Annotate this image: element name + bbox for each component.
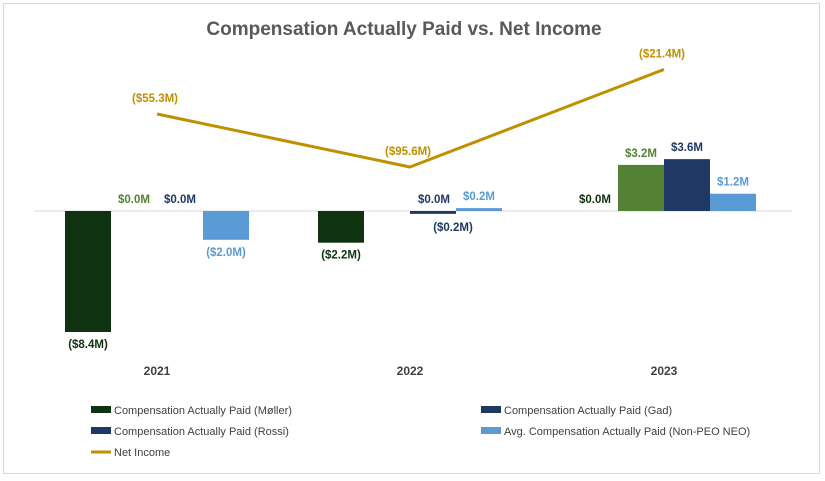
net-income-label-2021: ($55.3M) — [132, 93, 178, 105]
data-label-2021-series-2: $0.0M — [164, 194, 196, 206]
bar-2022-series-2 — [410, 211, 456, 214]
bar-2021-series-3 — [203, 211, 249, 240]
legend-label-0: Compensation Actually Paid (Møller) — [114, 405, 292, 417]
legend-swatch-2 — [91, 427, 111, 434]
data-label-2023-series-2: $3.6M — [671, 142, 703, 154]
net-income-label-2023: ($21.4M) — [639, 48, 685, 60]
x-tick-label-2021: 2021 — [144, 364, 171, 378]
bar-2023-series-3 — [710, 193, 756, 211]
chart-frame — [3, 3, 820, 474]
net-income-label-2022: ($95.6M) — [385, 146, 431, 158]
legend-swatch-3 — [481, 427, 501, 434]
legend-label-1: Compensation Actually Paid (Gad) — [504, 405, 672, 417]
legend-swatch-0 — [91, 406, 111, 413]
legend-label-4: Net Income — [114, 447, 170, 459]
data-label-2021-series-3: ($2.0M) — [206, 247, 246, 259]
chart-title: Compensation Actually Paid vs. Net Incom… — [206, 19, 601, 40]
data-label-2023-series-0: $0.0M — [579, 194, 611, 206]
data-label-2023-series-1: $3.2M — [625, 148, 657, 160]
data-label-2021-series-0: ($8.4M) — [68, 339, 108, 351]
data-label-2022-series-3: $0.2M — [463, 191, 495, 203]
bar-2023-series-2 — [664, 159, 710, 211]
legend-swatch-1 — [481, 406, 501, 413]
bar-2021-series-0 — [65, 211, 111, 332]
bar-2022-series-0 — [318, 211, 364, 243]
net-income-line — [156, 68, 665, 169]
x-tick-label-2023: 2023 — [651, 364, 678, 378]
data-label-2022-series-0: ($2.2M) — [321, 250, 361, 262]
data-label-2023-series-3: $1.2M — [717, 177, 749, 189]
data-label-2022-series-2: ($0.2M) — [433, 222, 473, 234]
data-label-2021-series-1: $0.0M — [118, 194, 150, 206]
legend: Compensation Actually Paid (Møller) Compe… — [91, 405, 750, 459]
data-label-2022-zero: $0.0M — [418, 194, 450, 206]
x-tick-label-2022: 2022 — [397, 364, 424, 378]
bar-2022-series-3 — [456, 208, 502, 211]
bar-2023-series-1 — [618, 164, 664, 211]
plot-area: ($8.4M) ($2.2M) $0.0M $0.0M $3.2M $0.0M ($0.2M… — [34, 48, 792, 378]
legend-label-3: Avg. Compensation Actually Paid (Non-PEO… — [504, 426, 750, 438]
legend-label-2: Compensation Actually Paid (Rossi) — [114, 426, 289, 438]
